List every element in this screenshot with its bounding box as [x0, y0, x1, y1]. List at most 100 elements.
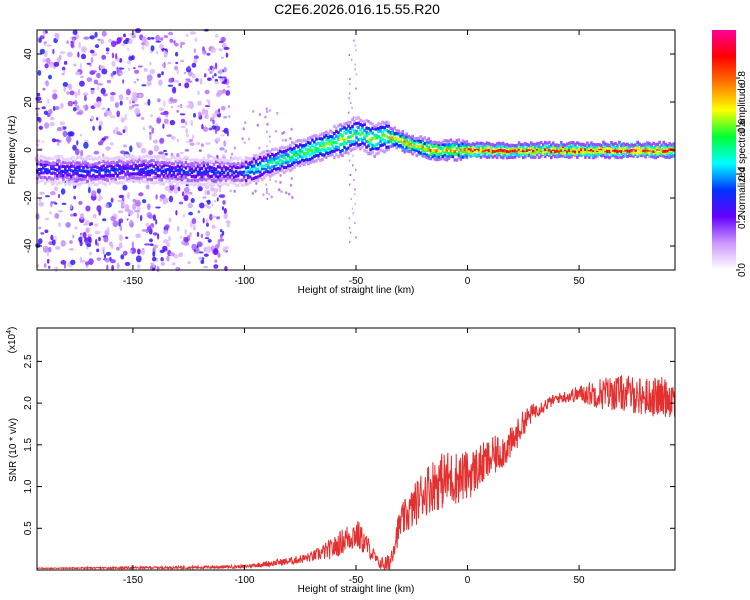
spectrogram-cell — [168, 175, 172, 179]
spectrogram-cell — [554, 150, 557, 154]
spectrogram-cell — [616, 145, 619, 149]
spectrogram-cell — [459, 143, 463, 148]
spectrogram-cell — [425, 155, 429, 160]
spectrogram-cell — [248, 157, 252, 161]
spectrogram-cell — [309, 153, 312, 157]
spectrogram-cell — [92, 180, 95, 184]
spectrogram-cell — [256, 175, 260, 179]
spectrogram-cell — [648, 151, 651, 155]
spectrogram-cell — [321, 157, 324, 162]
spectrogram-cell — [194, 158, 198, 162]
spectrogram-cell — [258, 170, 262, 174]
spectrogram-cell — [100, 159, 103, 163]
spectrogram-cell — [150, 180, 153, 185]
spectrogram-cell — [250, 160, 254, 164]
spectrogram-cell — [164, 168, 168, 172]
spectrogram-cell — [152, 256, 157, 262]
spectrogram-cell — [270, 152, 274, 156]
spectrogram-cell — [74, 91, 78, 99]
spectrogram-cell — [138, 93, 143, 98]
spectrogram-cell — [381, 125, 384, 129]
spectrogram-cell — [203, 246, 207, 253]
spectrogram-cell — [58, 180, 61, 184]
spectrogram-cell — [463, 140, 467, 144]
spectrogram-cell — [264, 163, 268, 167]
spectrogram-cell — [106, 264, 109, 271]
spectrogram-cell — [393, 140, 396, 144]
spectrogram-cell — [355, 136, 358, 140]
spectrogram-cell — [465, 151, 469, 155]
spectrogram-cell — [62, 157, 65, 161]
spectrogram-cell — [227, 105, 231, 109]
spectrogram-cell — [282, 161, 286, 165]
spectrogram-cell — [409, 148, 412, 152]
spectrogram-cell — [106, 164, 109, 168]
spectrogram-cell — [84, 160, 87, 164]
spectrogram-cell — [541, 148, 545, 152]
spectrogram-cell — [270, 169, 274, 173]
spectrogram-cell — [222, 165, 226, 169]
spectrogram-cell — [481, 145, 485, 149]
spectrogram-cell — [147, 98, 151, 106]
spectrogram-cell — [80, 149, 84, 157]
spectrogram-cell — [44, 217, 50, 221]
spectrogram-cell — [169, 184, 175, 191]
spectrogram-cell — [568, 146, 571, 150]
spectrogram-cell — [131, 91, 138, 99]
spectrogram-cell — [269, 178, 271, 181]
spectrogram-cell — [169, 97, 174, 102]
spectrogram-cell — [313, 159, 316, 164]
spectrogram-cell — [125, 88, 131, 96]
spectrogram-cell — [379, 140, 382, 144]
spectrogram-cell — [78, 174, 81, 178]
spectrogram-cell — [397, 133, 400, 137]
spectrogram-cell — [126, 179, 129, 183]
spectrogram-cell — [515, 153, 519, 158]
spectrogram-cell — [352, 154, 354, 157]
spectrogram-cell — [146, 74, 153, 82]
spectrogram-cell — [171, 262, 176, 266]
spectrogram-cell — [291, 150, 294, 154]
spectrogram-cell — [558, 147, 561, 151]
spectrogram-cell — [626, 149, 629, 153]
spectrogram-cell — [311, 144, 314, 148]
spectrogram-cell — [272, 172, 276, 176]
spectrogram-cell — [208, 165, 212, 169]
spectrogram-cell — [531, 142, 535, 146]
spectrogram-cell — [371, 143, 374, 147]
spectrogram-cell — [234, 156, 238, 160]
spectrogram-cell — [558, 154, 561, 158]
spectrogram-cell — [70, 41, 74, 48]
spectrogram-cell — [580, 142, 583, 147]
spectrogram-cell — [89, 64, 92, 67]
spectrogram-cell — [475, 153, 479, 157]
spectrogram-cell — [56, 176, 59, 181]
spectrogram-cell — [519, 143, 523, 147]
spectrogram-cell — [76, 105, 80, 111]
spectrogram-cell — [76, 169, 79, 173]
spectrogram-cell — [228, 115, 231, 118]
snr-xtick-label: -50 — [349, 575, 364, 586]
spectrogram-cell — [317, 157, 320, 161]
spectrogram-cell — [598, 149, 601, 153]
spectrogram-cell — [385, 148, 388, 152]
spectrogram-cell — [220, 56, 224, 59]
spectrogram-cell — [242, 158, 246, 162]
spectrogram-cell — [323, 155, 326, 159]
spectrogram-cell — [250, 167, 254, 171]
spectrogram-cell — [495, 149, 499, 153]
spectrogram-cell — [179, 236, 183, 239]
spectrogram-cell — [136, 212, 140, 219]
spectrogram-cell — [517, 153, 521, 157]
spectrogram-cell — [214, 167, 218, 171]
spectrogram-cell — [437, 149, 441, 153]
spectrogram-cell — [140, 249, 146, 256]
spectrogram-cell — [100, 168, 103, 172]
spectrogram-cell — [413, 138, 416, 142]
spectrogram-cell — [179, 113, 186, 116]
spectrogram-cell — [373, 154, 376, 158]
spectrogram-cell — [42, 87, 46, 91]
spectrogram-cell — [152, 181, 155, 185]
spectrogram-cell — [550, 150, 553, 154]
spectrogram-cell — [207, 199, 211, 205]
